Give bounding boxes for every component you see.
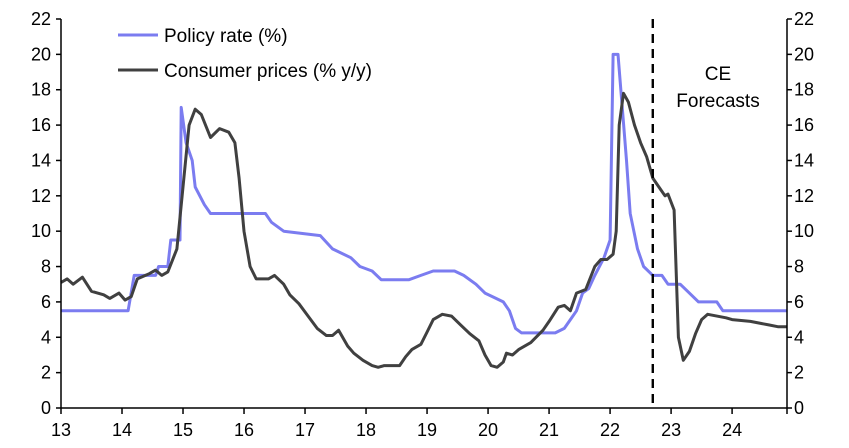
legend: Policy rate (%) Consumer prices (% y/y)	[118, 26, 372, 82]
x-tick-label: 21	[539, 420, 559, 440]
series-layer	[60, 52, 787, 369]
forecast-annotation-line-2: Forecasts	[676, 91, 759, 112]
x-tick-label: 24	[722, 420, 742, 440]
right-tick-label: 14	[794, 150, 814, 170]
x-tick-label: 23	[661, 420, 681, 440]
series-line-0	[61, 52, 787, 335]
left-tick-label: 6	[41, 292, 51, 312]
left-tick-label: 10	[31, 221, 51, 241]
x-tick-label: 13	[51, 420, 71, 440]
x-tick-label: 22	[600, 420, 620, 440]
x-axis-ticks: 13 14 15 16 17 18 19 20 21 22 23 24	[51, 408, 788, 440]
left-tick-label: 20	[31, 44, 51, 64]
left-tick-label: 18	[31, 80, 51, 100]
right-tick-label: 22	[794, 9, 814, 29]
left-tick-label: 14	[31, 150, 51, 170]
forecast-annotation-line-1: CE	[705, 64, 731, 85]
left-tick-label: 4	[41, 327, 51, 347]
right-tick-label: 0	[794, 398, 804, 418]
x-tick-label: 14	[112, 420, 132, 440]
x-tick-label: 19	[417, 420, 437, 440]
left-tick-label: 0	[41, 398, 51, 418]
x-tick-label: 16	[234, 420, 254, 440]
series-line-1	[60, 91, 787, 369]
right-tick-label: 12	[794, 186, 814, 206]
left-tick-label: 2	[41, 363, 51, 383]
left-tick-label: 8	[41, 257, 51, 277]
right-tick-label: 18	[794, 80, 814, 100]
right-axis-ticks: 0 2 4 6 8 10 12 14 16 18 20 22	[787, 9, 814, 418]
x-tick-label: 15	[173, 420, 193, 440]
right-tick-label: 10	[794, 221, 814, 241]
right-tick-label: 20	[794, 44, 814, 64]
right-tick-label: 2	[794, 363, 804, 383]
right-tick-label: 6	[794, 292, 804, 312]
right-tick-label: 16	[794, 115, 814, 135]
x-tick-label: 18	[356, 420, 376, 440]
left-tick-label: 12	[31, 186, 51, 206]
x-tick-label: 17	[295, 420, 315, 440]
legend-label-consumer-prices: Consumer prices (% y/y)	[164, 61, 372, 82]
axes-layer	[60, 19, 788, 409]
right-tick-label: 4	[794, 327, 804, 347]
x-tick-label: 20	[478, 420, 498, 440]
left-axis-ticks: 0 2 4 6 8 10 12 14 16 18 20 22	[31, 9, 61, 418]
legend-label-policy-rate: Policy rate (%)	[164, 26, 288, 47]
left-tick-label: 16	[31, 115, 51, 135]
left-tick-label: 22	[31, 9, 51, 29]
right-tick-label: 8	[794, 257, 804, 277]
